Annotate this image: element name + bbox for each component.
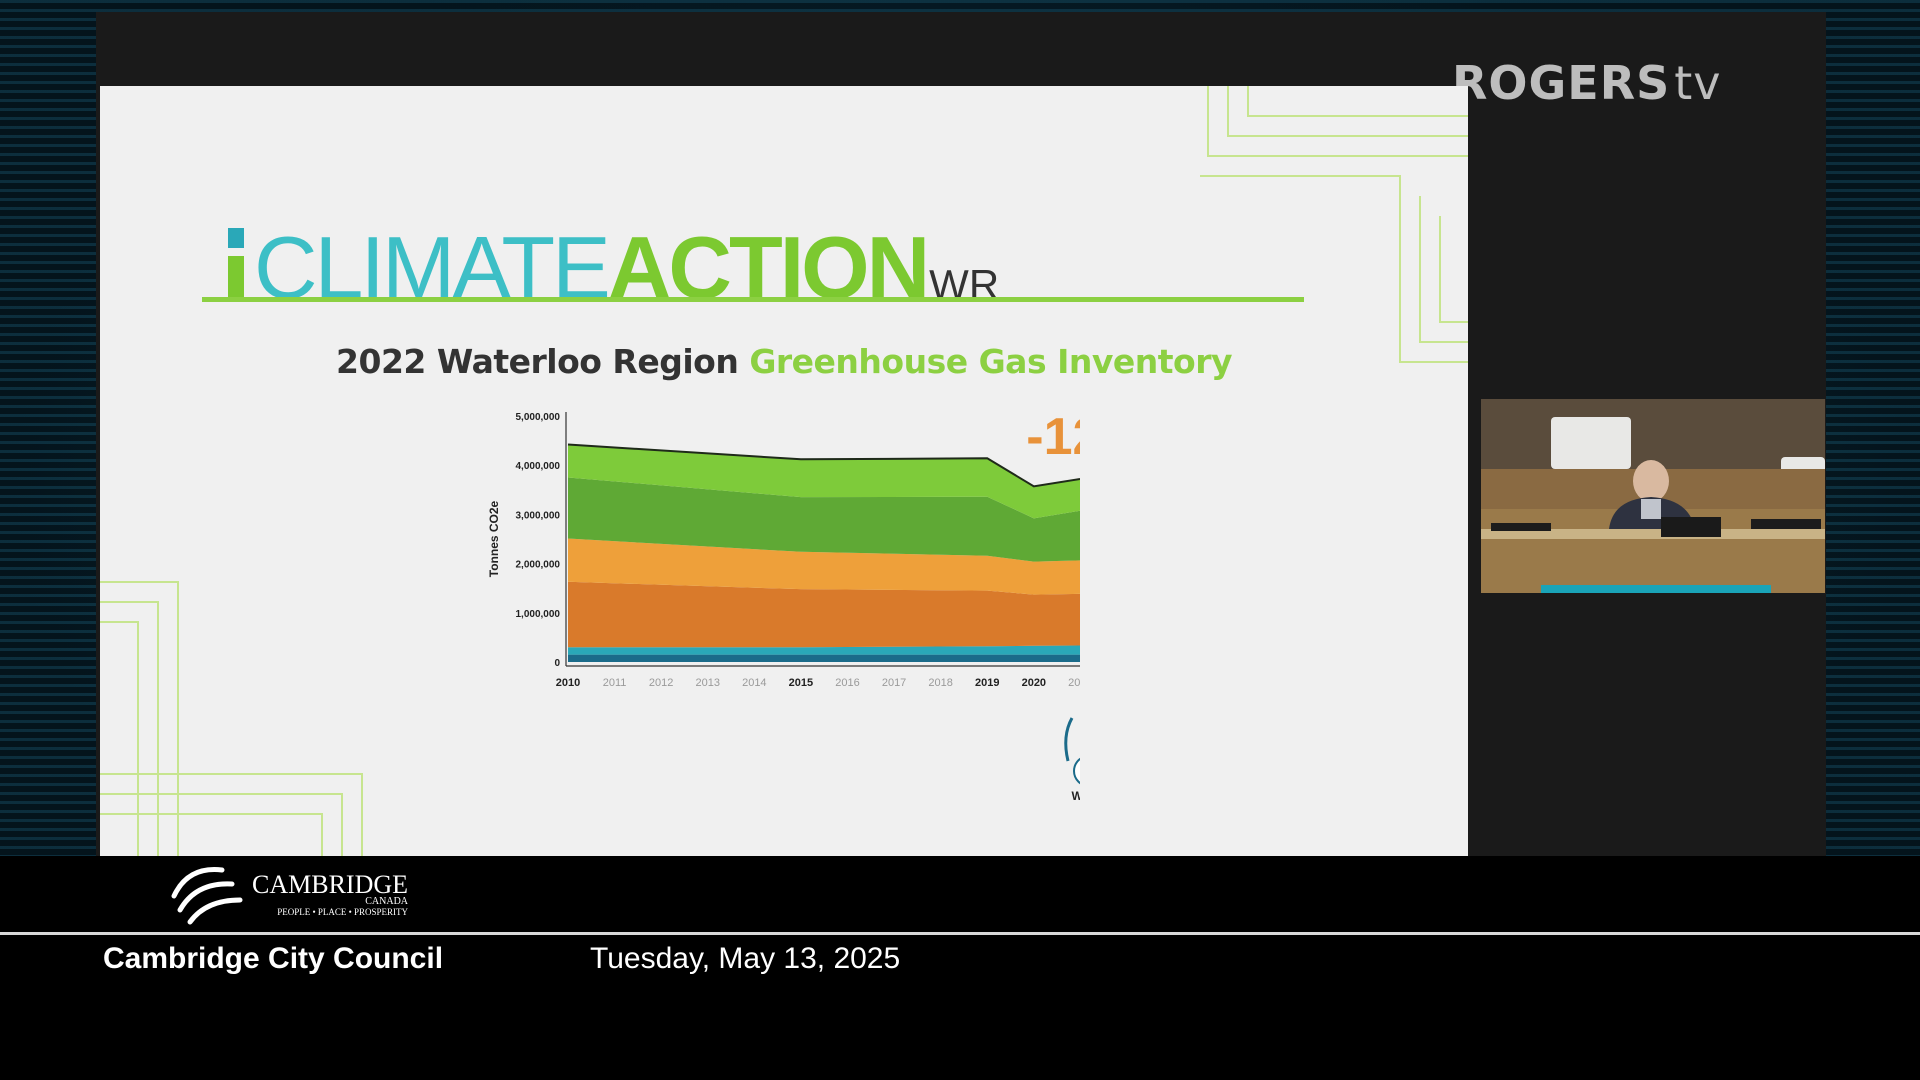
climate-action-wr-logo: CLIMATE ACTION WR <box>228 212 999 312</box>
x-tick-label: 2020 <box>1022 677 1046 689</box>
area-buildings_icI <box>568 581 1080 648</box>
slide-corner-decoration-top-right <box>1200 86 1468 363</box>
broadcaster-logo: ROGERStv <box>1452 56 1722 110</box>
area-transport_nonpassenger <box>568 477 1080 562</box>
x-tick-label: 2016 <box>835 677 859 689</box>
x-tick-label: 2021 <box>1068 677 1080 689</box>
y-tick-label: 1,000,000 <box>516 609 561 620</box>
waste-arrow <box>1064 717 1074 762</box>
change-percent-label: -12% <box>1026 408 1080 466</box>
x-tick-label: 2019 <box>975 677 999 689</box>
waste-icon <box>1073 757 1080 785</box>
header-divider <box>202 297 1304 302</box>
slide-corner-decoration-bottom-left <box>100 581 363 856</box>
slide-title: 2022 Waterloo Region Greenhouse Gas Inve… <box>336 342 1232 381</box>
area-agriculture <box>568 654 1080 662</box>
x-tick-label: 2012 <box>649 677 673 689</box>
cambridge-logo: CAMBRIDGE CANADA PEOPLE • PLACE • PROSPE… <box>166 860 408 930</box>
waste-label: Waste <box>1072 789 1080 803</box>
y-tick-label: 0 <box>554 658 560 669</box>
y-axis-label: Tonnes CO2e <box>487 500 501 577</box>
meeting-date: Tuesday, May 13, 2025 <box>590 942 901 975</box>
area-waste <box>568 645 1080 655</box>
y-tick-label: 2,000,000 <box>516 560 561 571</box>
area-transport_passenger <box>568 444 1080 519</box>
ghg-area-chart: 0 1,000,000 2,000,000 3,000,000 4,000,000 5,0… <box>487 408 1080 803</box>
x-tick-label: 2013 <box>696 677 720 689</box>
logo-mark-icon <box>228 228 244 300</box>
lower-third-bar <box>0 856 1920 1080</box>
x-tick-label: 2014 <box>742 677 766 689</box>
x-tick-label: 2010 <box>556 677 580 689</box>
presentation-slide: CLIMATE ACTION WR 2022 Waterloo Region G… <box>100 86 1468 856</box>
y-tick-label: 3,000,000 <box>516 510 561 521</box>
cambridge-swirl-icon <box>171 867 243 925</box>
lower-third-divider <box>0 932 1920 935</box>
x-tick-label: 2011 <box>603 677 627 689</box>
meeting-title: Cambridge City Council <box>103 942 444 975</box>
x-tick-label: 2018 <box>928 677 952 689</box>
x-tick-label: 2015 <box>789 677 813 689</box>
camera-video-frame <box>1481 399 1825 593</box>
total-emissions-line <box>567 443 1080 488</box>
x-tick-label: 2017 <box>882 677 906 689</box>
council-camera-feed <box>1481 399 1825 593</box>
area-buildings_res <box>568 538 1080 595</box>
y-tick-label: 5,000,000 <box>516 412 561 423</box>
y-tick-label: 4,000,000 <box>516 461 561 472</box>
